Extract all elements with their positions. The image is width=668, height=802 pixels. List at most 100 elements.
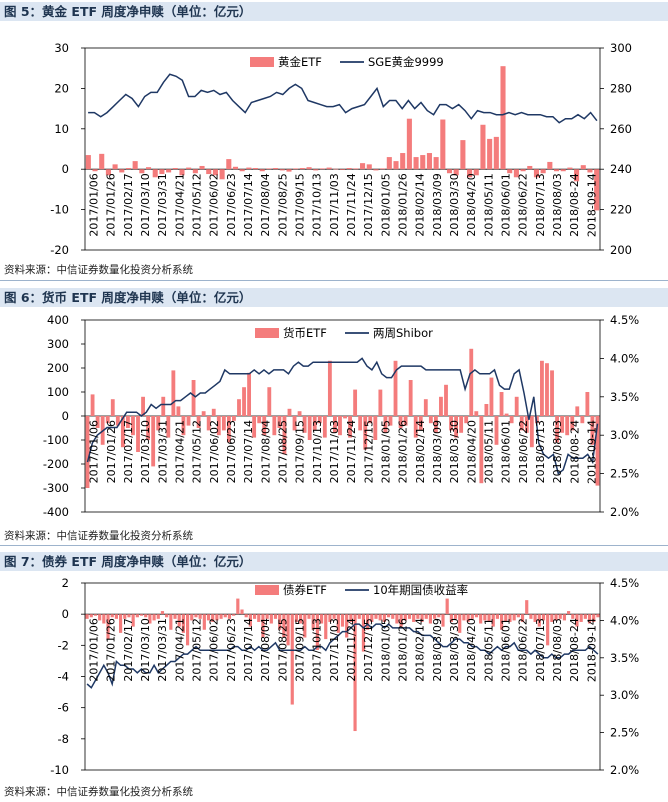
bar [257,614,261,622]
left-tick-label: -10 [50,763,69,777]
bar [575,614,579,627]
legend-swatch-bar [250,57,274,67]
right-tick-label: 2.5% [610,467,639,481]
x-tick-label: 2017/02/17 [122,173,135,236]
bar [227,614,232,619]
bar [156,614,160,619]
bar [136,416,140,452]
x-tick-label: 2017/01/26 [105,173,118,236]
bar [483,614,487,621]
x-tick-label: 2018/01/26 [397,173,410,236]
x-tick-label: 2018/06/01 [500,173,513,236]
bar [358,416,363,431]
bar [458,614,462,633]
bar [493,136,499,170]
bar [558,614,562,619]
x-tick-label: 2018/05/11 [482,173,495,236]
bar [441,614,445,627]
bar [353,168,359,170]
bar [470,614,474,619]
bar [131,416,135,436]
left-tick-label: 0 [62,162,69,176]
left-tick-label: 2 [62,576,69,590]
x-tick-label: 2018/03/09 [431,173,444,236]
bar [380,168,386,170]
bar [297,411,302,416]
bar [363,416,368,450]
bar [550,370,554,416]
chart-source: 资料来源：中信证券数量化投资分析系统 [4,786,193,798]
bar [348,416,352,438]
bar [400,153,406,170]
left-tick-label: -20 [50,243,69,257]
bar [131,614,135,627]
chart-source: 资料来源：中信证券数量化投资分析系统 [4,264,193,276]
bar [546,614,550,646]
bar [206,416,211,431]
bar [221,416,226,431]
bar [290,614,294,705]
chart-title: 图 7：债券 ETF 周度净申赎（单位：亿元） [0,552,668,571]
x-tick-label: 2018/07/13 [534,420,547,483]
legend-swatch-bar [255,585,279,595]
bar [93,614,98,616]
bar [144,614,148,618]
x-tick-label: 2017/01/26 [105,618,118,681]
bar [571,614,575,619]
bar [575,406,580,416]
bar [267,387,272,416]
x-tick-label: 2018/04/20 [465,173,478,236]
bar [110,399,115,416]
bar [191,380,196,416]
x-tick-label: 2018/07/13 [534,173,547,236]
bar [206,614,211,621]
divider [0,280,668,281]
bar [587,169,593,173]
bar [324,614,328,640]
bar [287,408,292,416]
series-line [88,73,598,124]
bar [373,416,378,440]
bar [85,614,89,619]
bar [273,167,279,170]
bar [378,389,383,416]
bar [215,614,219,621]
left-tick-label: 30 [54,41,69,55]
bar [311,614,315,630]
bar [279,169,285,171]
left-tick-label: -8 [58,732,69,746]
bar [152,614,156,621]
bar [92,169,98,172]
x-tick-label: 2018/02/14 [414,173,427,236]
bar [426,153,432,170]
bar [479,614,483,624]
x-tick-label: 2017/11/24 [345,618,358,681]
bar [346,167,352,170]
x-tick-label: 2017/03/31 [156,173,169,236]
bar [474,411,479,416]
left-tick-label: 100 [47,385,69,399]
bar [464,416,469,424]
left-tick-label: 20 [54,81,69,95]
right-tick-label: 4.5% [610,313,639,327]
left-tick-label: -100 [43,433,69,447]
bar [454,416,459,438]
x-tick-label: 2017/12/15 [362,173,375,236]
bar [393,360,398,416]
bar [508,614,512,622]
bar [412,614,416,622]
bar [259,169,265,172]
x-tick-label: 2017/08/25 [276,173,289,236]
bar [266,168,272,170]
bar [520,169,526,172]
x-tick-label: 2017/06/02 [208,420,221,483]
bar [398,416,403,428]
bar [212,169,218,176]
bar [416,614,420,619]
left-tick-label: -400 [43,505,69,519]
bar [453,614,458,619]
bar [156,416,161,431]
bar [413,416,418,438]
bar [253,167,259,170]
x-tick-label: 2017/12/15 [362,420,375,483]
